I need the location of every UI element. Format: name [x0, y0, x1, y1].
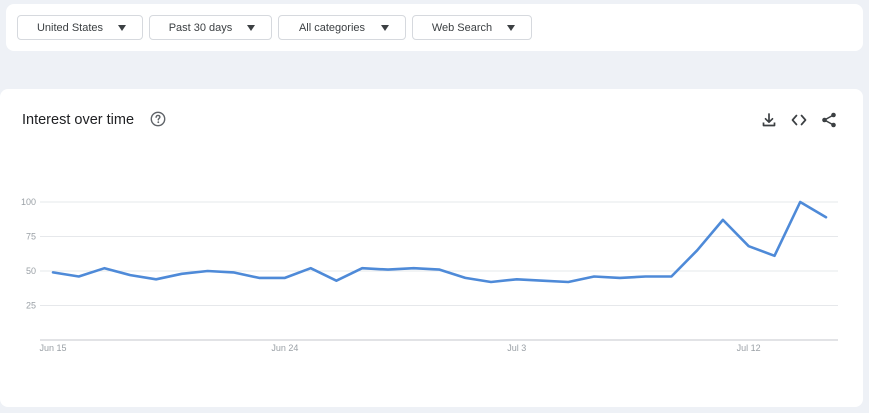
data-point	[412, 266, 416, 270]
data-point	[541, 279, 545, 283]
region-label: United States	[36, 21, 104, 34]
download-icon[interactable]	[760, 111, 778, 129]
question-circle-icon[interactable]	[150, 111, 166, 127]
category-dropdown[interactable]: All categories	[278, 15, 406, 40]
x-tick-label: Jun 24	[271, 343, 298, 353]
data-point	[386, 268, 390, 272]
series-line	[51, 200, 828, 284]
x-tick-label: Jul 3	[507, 343, 526, 353]
data-point	[592, 275, 596, 279]
data-point	[128, 273, 132, 277]
x-tick-label: Jun 15	[39, 343, 66, 353]
y-tick-label: 50	[26, 266, 36, 276]
data-point	[206, 269, 210, 273]
data-point	[798, 200, 802, 204]
share-icon[interactable]	[820, 111, 838, 129]
search-type-dropdown[interactable]: Web Search	[412, 15, 532, 40]
card-title: Interest over time	[22, 112, 135, 128]
time-range-label: Past 30 days	[168, 21, 233, 34]
dropdown-arrow-icon	[247, 24, 255, 31]
dropdown-arrow-icon	[118, 24, 126, 31]
interest-over-time-card: Interest over time 25 50 75 100 Jun 15 Jun 24…	[0, 89, 863, 407]
data-point	[747, 244, 751, 248]
data-point	[360, 266, 364, 270]
x-tick-label: Jul 12	[737, 343, 761, 353]
data-point	[566, 280, 570, 284]
category-label: All categories	[298, 21, 366, 34]
data-point	[180, 272, 184, 276]
data-point	[489, 280, 493, 284]
data-point	[334, 279, 338, 283]
data-point	[772, 254, 776, 258]
data-point	[77, 275, 81, 279]
data-point	[438, 268, 442, 272]
data-point	[103, 266, 107, 270]
interest-line-chart: 25 50 75 100 Jun 15 Jun 24 Jul 3 Jul 12	[21, 197, 838, 353]
data-point	[618, 276, 622, 280]
data-point	[463, 276, 467, 280]
data-point	[721, 218, 725, 222]
dropdown-arrow-icon	[381, 24, 389, 31]
data-point	[283, 276, 287, 280]
data-point	[644, 275, 648, 279]
data-point	[824, 215, 828, 219]
data-point	[669, 275, 673, 279]
y-tick-label: 25	[26, 301, 36, 311]
y-tick-label: 100	[21, 197, 36, 207]
dropdown-arrow-icon	[507, 24, 515, 31]
data-point	[231, 270, 235, 274]
data-point	[257, 276, 261, 280]
data-point	[154, 277, 158, 281]
filter-bar: United States Past 30 days All categorie…	[6, 4, 863, 51]
time-range-dropdown[interactable]: Past 30 days	[149, 15, 272, 40]
embed-code-icon[interactable]	[790, 111, 808, 129]
y-tick-label: 75	[26, 232, 36, 242]
data-point	[695, 248, 699, 252]
data-point	[515, 277, 519, 281]
region-dropdown[interactable]: United States	[17, 15, 143, 40]
search-type-label: Web Search	[431, 21, 493, 34]
data-point	[51, 270, 55, 274]
data-point	[309, 266, 313, 270]
